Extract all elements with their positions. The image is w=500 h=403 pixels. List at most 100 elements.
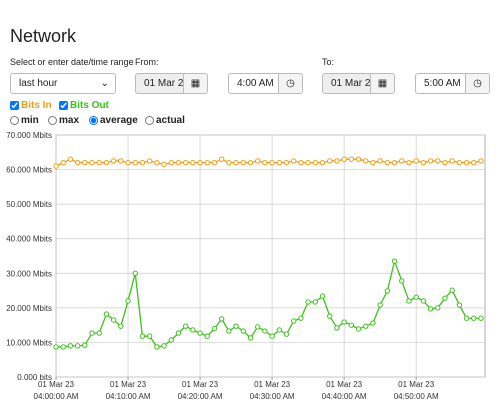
data-point [355, 156, 362, 162]
data-point [53, 163, 59, 169]
legend-item[interactable]: Bits In [10, 100, 52, 111]
data-point [197, 159, 203, 166]
data-point [463, 159, 470, 166]
data-point [218, 156, 225, 162]
data-point [449, 158, 455, 164]
data-point [341, 319, 347, 325]
data-point [118, 158, 124, 164]
data-point [89, 330, 95, 336]
data-point [269, 333, 275, 339]
data-point [103, 159, 110, 166]
aggregation-option[interactable]: actual [145, 115, 185, 126]
data-point [146, 158, 153, 164]
data-point [240, 159, 246, 166]
data-point [348, 322, 355, 328]
to-date[interactable]: 01 Mar 23 ▦ [322, 73, 395, 94]
data-point [319, 159, 326, 166]
data-point [60, 159, 66, 166]
data-point [363, 323, 369, 329]
data-point [132, 270, 138, 276]
data-point [276, 159, 283, 166]
data-point [125, 298, 131, 304]
to-label: To: [322, 57, 335, 67]
data-point [463, 315, 470, 321]
data-point [435, 158, 441, 164]
data-point [471, 315, 477, 321]
data-point [291, 318, 297, 324]
aggregation-option[interactable]: min [10, 115, 39, 126]
data-point [154, 159, 160, 166]
y-tick-label: 60.000 Mbits [6, 166, 52, 175]
y-tick-label: 30.000 Mbits [6, 269, 52, 278]
data-point [182, 159, 189, 166]
x-tick-label: 01 Mar 23 [254, 380, 291, 389]
data-point [175, 159, 182, 166]
data-point [305, 299, 311, 305]
legend-item[interactable]: Bits Out [59, 100, 109, 111]
preset-select[interactable]: last hour ⌄ [10, 73, 116, 94]
to-time[interactable]: 5:00 AM ◷ [415, 73, 490, 94]
data-point [247, 159, 254, 166]
data-point [391, 159, 398, 166]
data-point [132, 159, 138, 166]
data-point [420, 298, 427, 304]
aggregation-radio[interactable] [89, 116, 98, 125]
data-point [348, 156, 355, 162]
data-point [305, 159, 311, 166]
aggregation-radio[interactable] [145, 116, 154, 125]
data-point [161, 343, 167, 349]
y-tick-label: 40.000 Mbits [6, 235, 52, 244]
x-tick-label: 04:30:00 AM [250, 392, 295, 401]
data-point [240, 328, 246, 334]
data-point [103, 311, 110, 317]
x-tick-label: 01 Mar 23 [38, 380, 75, 389]
data-point [370, 159, 376, 166]
plot-area [55, 134, 486, 378]
data-point [175, 330, 182, 336]
aggregation-option[interactable]: max [48, 115, 79, 126]
aggregation-radio[interactable] [10, 116, 19, 125]
legend-checkbox[interactable] [59, 101, 68, 110]
x-tick-label: 01 Mar 23 [326, 380, 363, 389]
aggregation-option[interactable]: average [89, 115, 138, 126]
from-label: From: [135, 57, 159, 67]
preset-value: last hour [19, 78, 58, 89]
data-point [456, 159, 463, 166]
y-tick-label: 50.000 Mbits [6, 200, 52, 209]
data-point [96, 159, 102, 166]
data-point [262, 328, 268, 334]
select-arrow: ⌄ [100, 78, 109, 89]
clock-button[interactable]: ◷ [278, 74, 302, 93]
data-point [449, 287, 455, 293]
data-point [139, 159, 146, 166]
data-point [399, 158, 405, 164]
x-tick-label: 04:20:00 AM [178, 392, 223, 401]
x-tick-label: 01 Mar 23 [398, 380, 435, 389]
calendar-button[interactable]: ▦ [183, 74, 207, 93]
legend-checkbox[interactable] [10, 101, 19, 110]
data-point [211, 325, 218, 332]
page-title: Network [10, 26, 77, 46]
data-point [427, 158, 434, 164]
from-date[interactable]: 01 Mar 23 ▦ [135, 73, 208, 94]
data-point [211, 159, 218, 166]
data-point [168, 337, 174, 343]
data-point [89, 159, 95, 166]
aggregation-radio[interactable] [48, 116, 57, 125]
data-point [218, 316, 225, 322]
data-point [154, 344, 160, 350]
data-point [334, 158, 340, 164]
data-point [82, 159, 88, 166]
from-time[interactable]: 4:00 AM ◷ [228, 73, 303, 94]
data-point [276, 327, 283, 333]
data-point [247, 335, 254, 341]
data-point [377, 302, 383, 308]
y-tick-label: 20.000 Mbits [6, 304, 52, 313]
calendar-button[interactable]: ▦ [370, 74, 394, 93]
data-point [334, 325, 340, 331]
data-point [204, 333, 210, 339]
data-point [478, 315, 484, 321]
data-point [269, 159, 275, 166]
clock-button[interactable]: ◷ [465, 74, 489, 93]
